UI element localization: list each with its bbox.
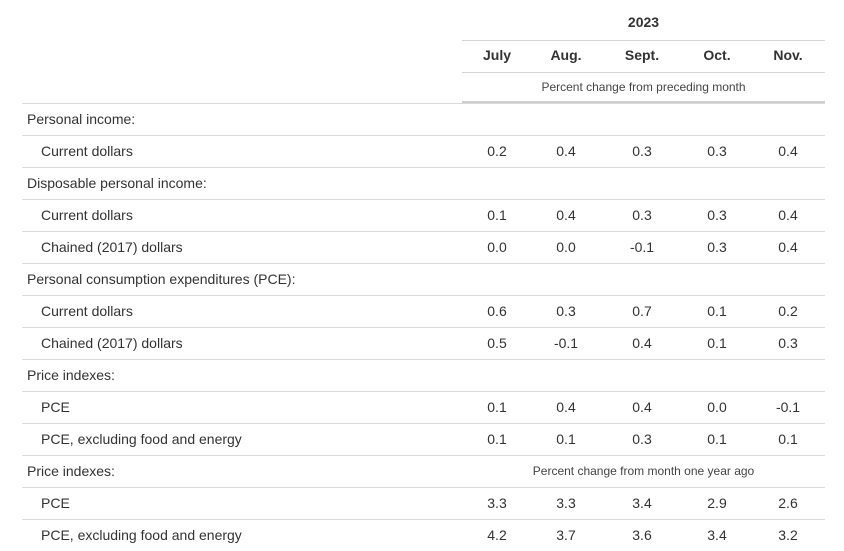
table-cell: 2.6 — [778, 495, 798, 511]
row-label: Chained (2017) dollars — [41, 239, 183, 255]
section-row: Price indexes: — [22, 359, 825, 391]
table-cell: 3.3 — [556, 495, 576, 511]
table-cell: 0.1 — [707, 431, 727, 447]
section-label: Price indexes: — [27, 367, 115, 383]
section-row: Personal income: — [22, 103, 825, 135]
month-header: Nov. — [773, 47, 803, 63]
table-cell: 0.3 — [778, 335, 798, 351]
table-cell: -0.1 — [553, 335, 579, 351]
table-cell: 0.0 — [707, 399, 727, 415]
table-cell: 0.3 — [707, 207, 727, 223]
table-cell: 0.1 — [487, 431, 507, 447]
row-label: PCE — [41, 495, 70, 511]
row-label: Current dollars — [41, 207, 133, 223]
table-row: PCE, excluding food and energy 4.2 3.7 3.6 3… — [22, 519, 825, 551]
month-header: July — [482, 47, 511, 63]
table-cell: 0.1 — [707, 335, 727, 351]
table-cell: 0.3 — [707, 239, 727, 255]
row-label: Current dollars — [41, 143, 133, 159]
table-cell: 0.4 — [556, 143, 576, 159]
row-label: Chained (2017) dollars — [41, 335, 183, 351]
table-cell: 0.4 — [556, 207, 576, 223]
table-cell: 0.3 — [632, 431, 652, 447]
table-cell: 3.6 — [632, 527, 652, 543]
section-label: Price indexes: — [27, 463, 115, 479]
month-divider — [462, 72, 825, 73]
table-cell: 3.3 — [487, 495, 507, 511]
year-header: 2023 — [627, 14, 660, 30]
table-cell: 0.4 — [632, 335, 652, 351]
table-cell: 3.4 — [632, 495, 652, 511]
section-row: Price indexes: Percent change from month … — [22, 455, 825, 487]
table-cell: 0.1 — [778, 431, 798, 447]
row-label: PCE — [41, 399, 70, 415]
section-label: Personal income: — [27, 111, 136, 127]
table-cell: 0.0 — [556, 239, 576, 255]
table-cell: 0.4 — [778, 207, 798, 223]
month-header: Aug. — [550, 47, 582, 63]
table-row: PCE 0.1 0.4 0.4 0.0 -0.1 — [22, 391, 825, 423]
table-cell: -0.1 — [775, 399, 801, 415]
section-row: Disposable personal income: — [22, 167, 825, 199]
table-row: Current dollars 0.2 0.4 0.3 0.3 0.4 — [22, 135, 825, 167]
table-cell: 0.3 — [632, 143, 652, 159]
table-cell: 0.1 — [556, 431, 576, 447]
table-cell: 0.1 — [707, 303, 727, 319]
table-cell: -0.1 — [629, 239, 655, 255]
table-body: Personal income: Current dollars 0.2 0.4 0.3… — [22, 103, 825, 551]
table-cell: 0.7 — [632, 303, 652, 319]
table-cell: 0.2 — [778, 303, 798, 319]
table-cell: 0.6 — [487, 303, 507, 319]
table-cell: 0.4 — [556, 399, 576, 415]
row-label: Current dollars — [41, 303, 133, 319]
table-cell: 0.0 — [487, 239, 507, 255]
subheading: Percent change from preceding month — [541, 80, 746, 94]
section-label: Disposable personal income: — [27, 175, 207, 191]
table-row: Chained (2017) dollars 0.0 0.0 -0.1 0.3 0.4 — [22, 231, 825, 263]
year-divider — [462, 40, 825, 41]
table-cell: 0.3 — [632, 207, 652, 223]
table-cell: 0.3 — [556, 303, 576, 319]
table-cell: 0.4 — [778, 143, 798, 159]
table-row: PCE 3.3 3.3 3.4 2.9 2.6 — [22, 487, 825, 519]
section-label: Personal consumption expenditures (PCE): — [27, 271, 296, 287]
table-cell: 3.7 — [556, 527, 576, 543]
row-label: PCE, excluding food and energy — [41, 431, 242, 447]
month-header: Oct. — [703, 47, 731, 63]
table-row: Current dollars 0.6 0.3 0.7 0.1 0.2 — [22, 295, 825, 327]
row-label: PCE, excluding food and energy — [41, 527, 242, 543]
table-cell: 0.5 — [487, 335, 507, 351]
table-cell: 0.4 — [632, 399, 652, 415]
table-cell: 0.2 — [487, 143, 507, 159]
table-cell: 0.1 — [487, 399, 507, 415]
table-cell: 0.3 — [707, 143, 727, 159]
table-cell: 0.1 — [487, 207, 507, 223]
table-cell: 0.4 — [778, 239, 798, 255]
table-row: PCE, excluding food and energy 0.1 0.1 0.3 0… — [22, 423, 825, 455]
subheading: Percent change from month one year ago — [532, 464, 755, 478]
table-cell: 2.9 — [707, 495, 727, 511]
table-cell: 4.2 — [487, 527, 507, 543]
section-row: Personal consumption expenditures (PCE): — [22, 263, 825, 295]
table-cell: 3.4 — [707, 527, 727, 543]
month-header-row: July Aug. Sept. Oct. Nov. — [462, 47, 825, 69]
table-cell: 3.2 — [778, 527, 798, 543]
header-divider — [462, 101, 825, 103]
month-header: Sept. — [624, 47, 660, 63]
table-row: Current dollars 0.1 0.4 0.3 0.3 0.4 — [22, 199, 825, 231]
table-row: Chained (2017) dollars 0.5 -0.1 0.4 0.1 0.3 — [22, 327, 825, 359]
